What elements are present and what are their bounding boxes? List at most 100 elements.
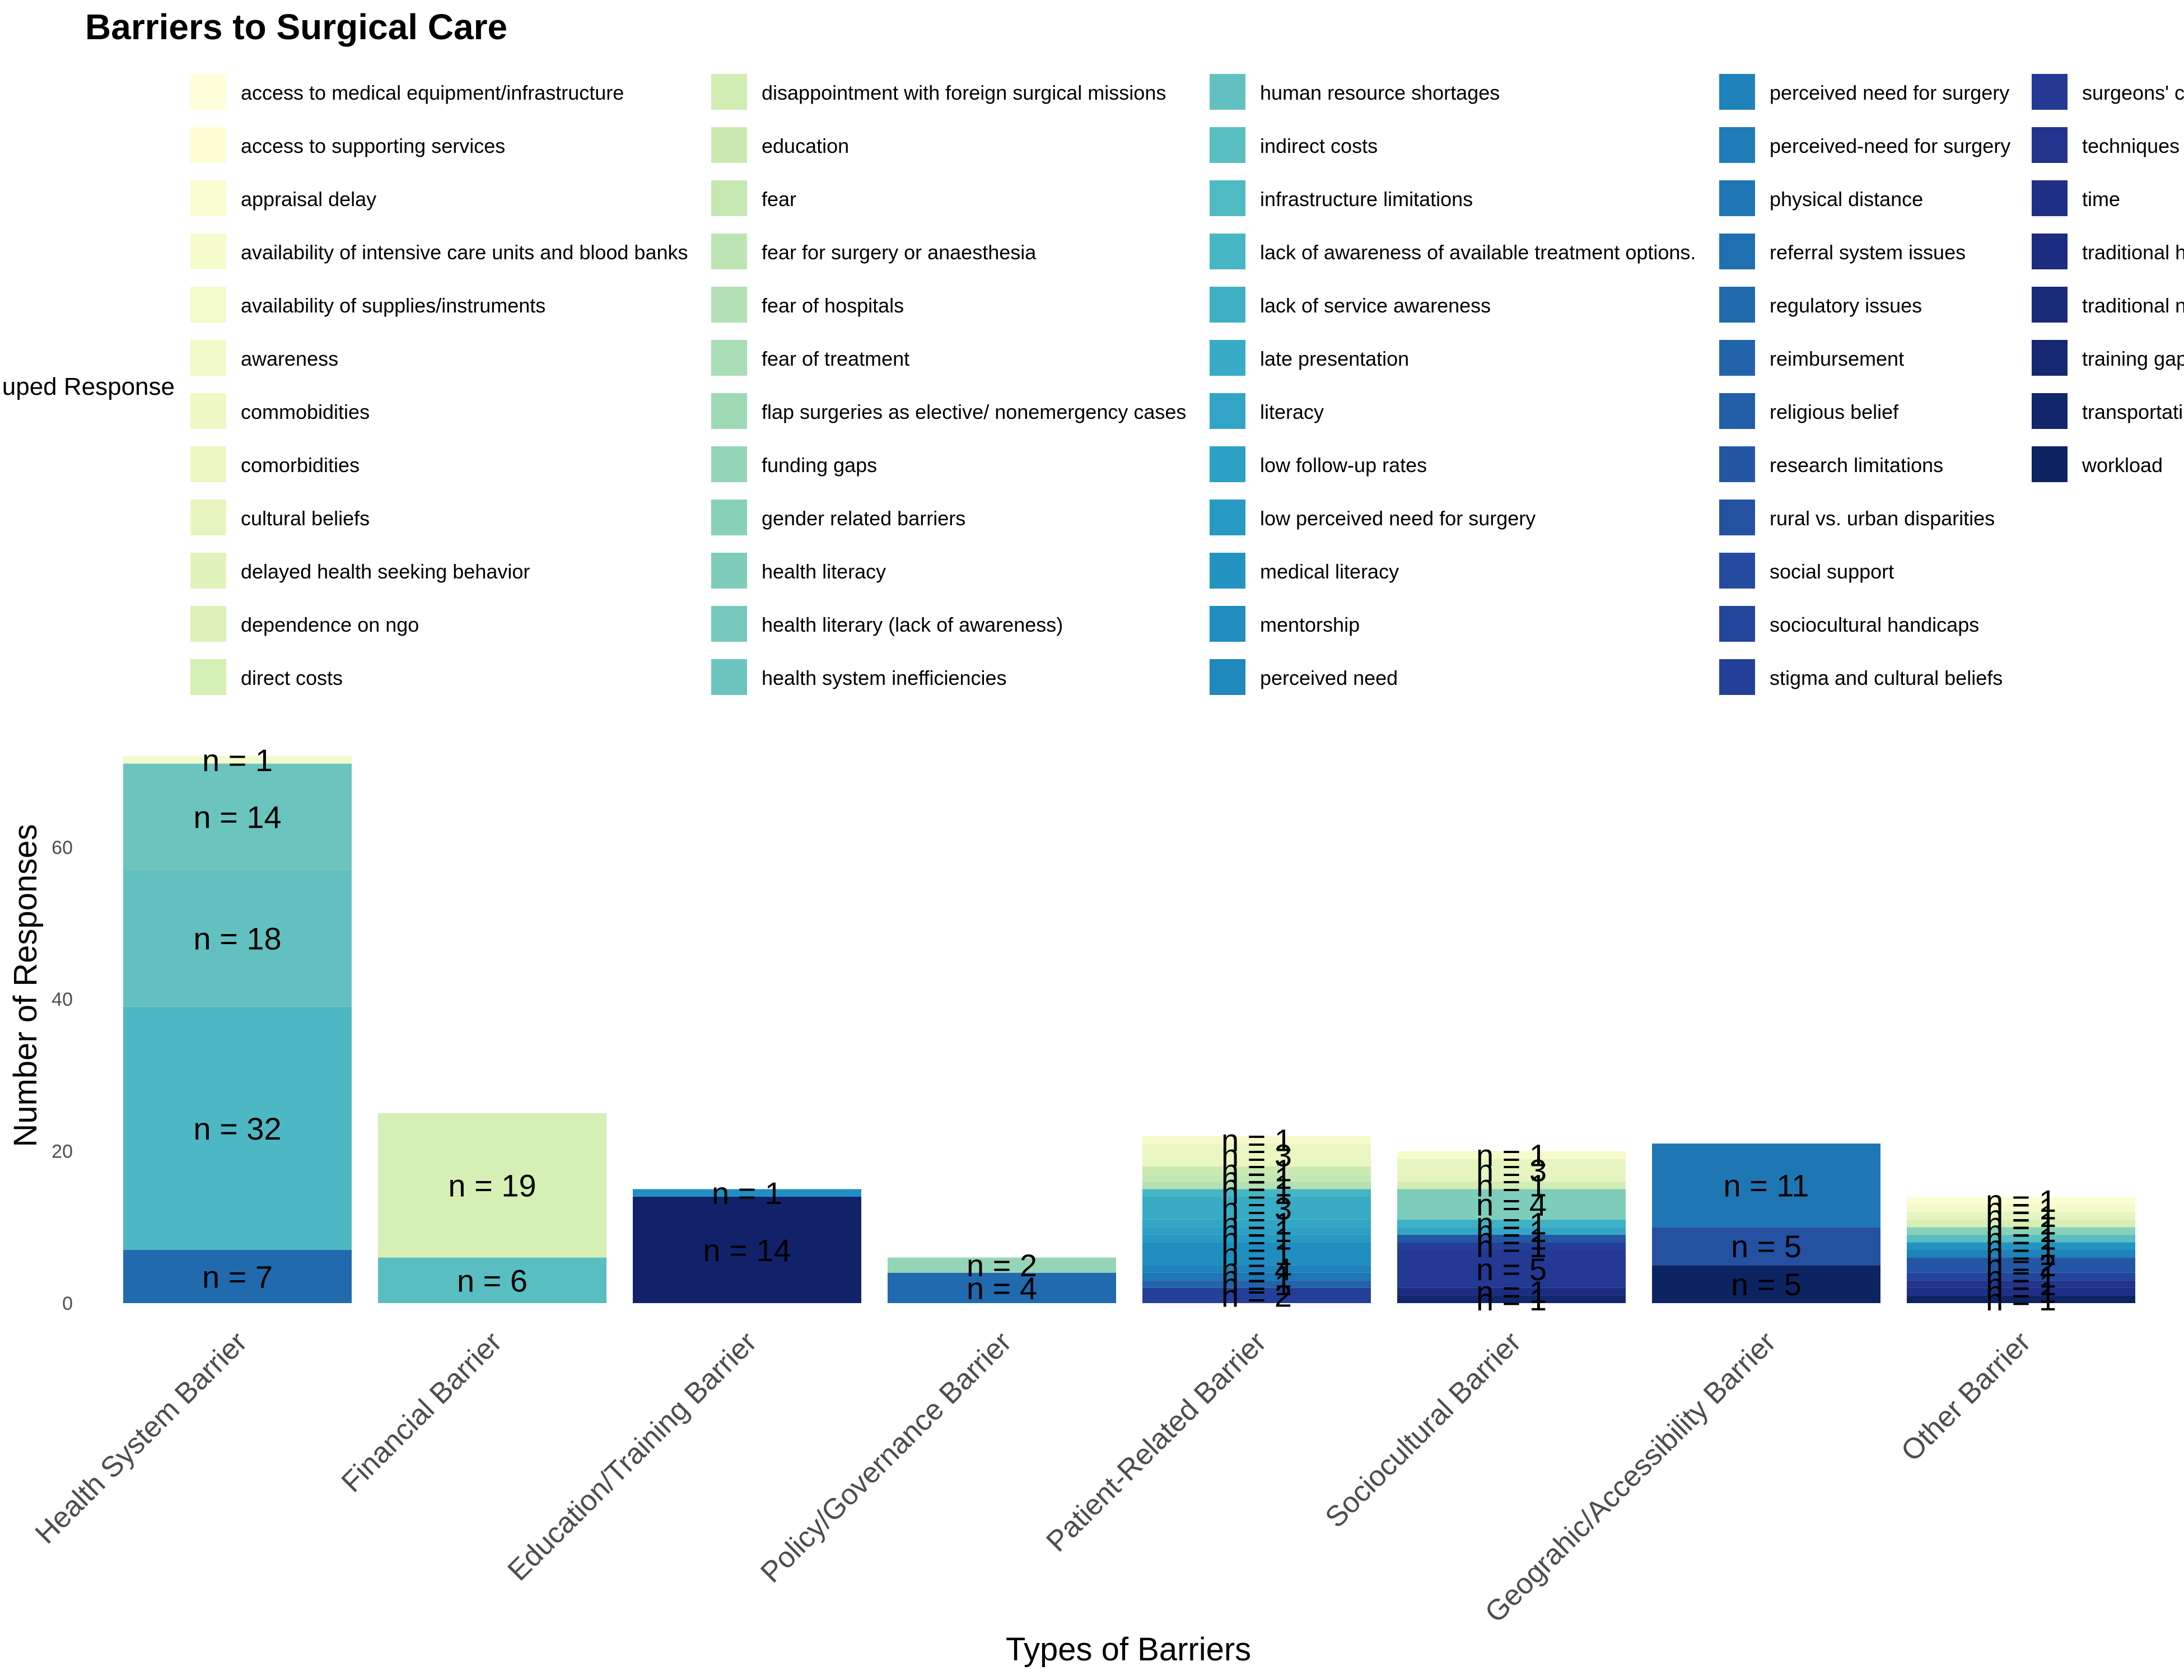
bar-segment	[888, 1272, 1116, 1303]
segment-label: n = 1	[1986, 1259, 2056, 1295]
legend-label: cultural beliefs	[241, 507, 370, 530]
legend-swatch	[711, 340, 747, 376]
segment-label: n = 1	[1986, 1206, 2056, 1242]
bar-segment	[1142, 1234, 1371, 1243]
segment-label: n = 1	[1986, 1275, 2056, 1310]
legend-swatch	[2032, 180, 2068, 216]
segment-label: n = 1	[1986, 1229, 2056, 1264]
bar-segment	[888, 1257, 1116, 1273]
legend-swatch	[711, 287, 747, 323]
legend-swatch	[1210, 287, 1245, 323]
legend-label: health literacy	[762, 560, 886, 583]
bar-segment	[1907, 1287, 2135, 1296]
bar-segment	[1397, 1189, 1626, 1220]
legend-label: dependence on ngo	[241, 613, 419, 636]
legend-swatch	[1719, 127, 1755, 163]
legend-swatch	[1719, 393, 1755, 429]
legend-label: commobidities	[241, 400, 370, 423]
legend-label: traditional n	[2082, 294, 2184, 317]
legend-label: disappointment with foreign surgical mis…	[762, 81, 1166, 104]
legend-swatch	[711, 180, 747, 216]
segment-label: n = 1	[1986, 1282, 2056, 1317]
legend-label: perceived need	[1260, 666, 1398, 689]
segment-label: n = 1	[1476, 1168, 1547, 1203]
segment-label: n = 1	[1476, 1221, 1547, 1257]
bar-segment	[1397, 1250, 1626, 1288]
legend-label: availability of intensive care units and…	[241, 241, 688, 264]
segment-label: n = 18	[193, 921, 281, 956]
segment-label: n = 19	[448, 1168, 536, 1203]
x-tick-label: Geograhic/Accessibility Barrier	[1479, 1326, 1782, 1629]
legend-swatch	[1210, 606, 1245, 642]
segment-label: n = 7	[202, 1259, 273, 1295]
segment-label: n = 1	[712, 1175, 782, 1211]
legend-label: research limitations	[1770, 454, 1943, 477]
bar-segment	[1397, 1227, 1626, 1235]
plot-area: n = 7 n = 32 n = 18 n = 14 n = 1 n = 6 n = 19 n…	[123, 743, 2135, 1317]
legend-swatch	[190, 234, 226, 269]
x-axis: Health System Barrier Financial BarrierEd…	[29, 1326, 2037, 1629]
segment-label: n = 1	[1986, 1236, 2056, 1272]
segment-label: n = 2	[1986, 1248, 2056, 1283]
bar-segment	[1652, 1227, 1880, 1266]
segment-label: n = 1	[1986, 1267, 2056, 1302]
legend-label: workload	[2082, 454, 2163, 477]
legend-label: fear	[762, 188, 796, 211]
segment-label: n = 5	[1731, 1229, 1802, 1264]
legend-label: gender related barriers	[762, 507, 965, 530]
legend-swatch	[190, 180, 226, 216]
segment-label: n = 6	[457, 1263, 528, 1298]
legend-swatch	[711, 127, 747, 163]
legend-swatch	[2032, 393, 2068, 429]
legend-label: fear of hospitals	[762, 294, 904, 317]
bar-segment	[1397, 1159, 1626, 1182]
legend-swatch	[1210, 127, 1245, 163]
legend-label: awareness	[241, 347, 338, 370]
segment-label: n = 1	[1221, 1221, 1292, 1257]
legend-label: techniques	[2082, 134, 2180, 157]
bar-segment	[1652, 1265, 1880, 1303]
segment-label: n = 1	[1221, 1168, 1292, 1203]
legend-swatch	[711, 234, 747, 269]
bar-segment	[1142, 1272, 1371, 1281]
segment-label: n = 1	[1476, 1282, 1547, 1317]
legend-label: health system inefficiencies	[762, 666, 1007, 689]
chart-title: Barriers to Surgical Care	[85, 7, 507, 47]
bar-segment	[1907, 1219, 2135, 1228]
legend-swatch	[1210, 446, 1245, 482]
legend-label: appraisal delay	[241, 188, 376, 211]
legend-swatch	[190, 606, 226, 642]
bar-segment	[1142, 1242, 1371, 1266]
legend-label: training gap	[2082, 347, 2184, 370]
bar-segment	[1142, 1166, 1371, 1174]
legend-title: uped Response	[2, 373, 175, 400]
legend-swatch	[1719, 287, 1755, 323]
bar-segment	[378, 1257, 606, 1303]
bar-segment	[123, 870, 352, 1007]
segment-label: n = 1	[1221, 1259, 1292, 1295]
segment-label: n = 1	[202, 743, 273, 778]
segment-label: n = 2	[967, 1248, 1037, 1283]
legend-swatch	[190, 659, 226, 695]
x-tick-label: Sociocultural Barrier	[1319, 1326, 1527, 1534]
y-tick-label: 0	[62, 1293, 73, 1314]
legend-label: perceived need for surgery	[1770, 81, 2009, 104]
legend-swatch	[1210, 393, 1245, 429]
segment-label: n = 1	[1221, 1122, 1292, 1158]
bar-segment	[1142, 1136, 1371, 1144]
legend-label: low follow-up rates	[1260, 454, 1427, 477]
legend-swatch	[190, 287, 226, 323]
segment-label: n = 1	[1221, 1236, 1292, 1272]
legend-label: comorbidities	[241, 454, 360, 477]
legend-label: referral system issues	[1770, 241, 1966, 264]
legend-swatch	[711, 500, 747, 535]
legend-swatch	[1719, 234, 1755, 269]
legend-swatch	[2032, 74, 2068, 110]
bar-segment	[633, 1189, 861, 1197]
segment-label: n = 1	[1221, 1175, 1292, 1211]
legend-label: physical distance	[1770, 188, 1923, 211]
segment-label: n = 14	[703, 1233, 791, 1268]
segment-label: n = 1	[1986, 1183, 2056, 1219]
legend-swatch	[1210, 659, 1245, 695]
